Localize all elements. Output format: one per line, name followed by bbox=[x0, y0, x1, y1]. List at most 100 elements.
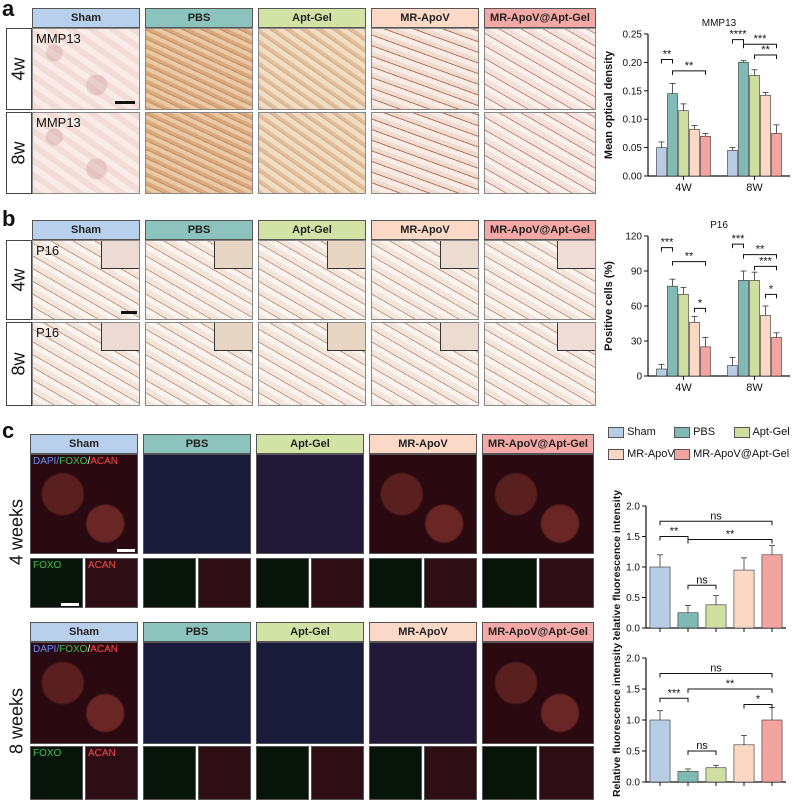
y-axis-label: Positive cells (%) bbox=[603, 261, 615, 351]
header-pbs: PBS bbox=[143, 434, 251, 454]
stain-label: MMP13 bbox=[36, 115, 81, 130]
significance-label: *** bbox=[661, 237, 675, 249]
image-c-mr-apov-4w-merge bbox=[369, 454, 477, 554]
bar bbox=[761, 554, 783, 629]
bar bbox=[733, 744, 755, 783]
image-c-pbs-4w-merge bbox=[143, 454, 251, 554]
scale-bar bbox=[115, 101, 135, 104]
significance-bracket bbox=[743, 704, 773, 709]
significance-bracket bbox=[672, 261, 706, 266]
y-tick-label: 0.0 bbox=[626, 778, 640, 789]
image-b-sham-4w: P16 bbox=[32, 240, 140, 320]
significance-label: ns bbox=[710, 510, 722, 522]
bar bbox=[667, 285, 678, 377]
header-mr-apov-apt-gel: MR-ApoV@Apt-Gel bbox=[482, 434, 594, 454]
significance-bracket bbox=[694, 307, 706, 313]
y-tick-label: 0.15 bbox=[623, 86, 643, 97]
significance-bracket bbox=[754, 265, 777, 271]
image-a-mr-apov-apt-gel-8w bbox=[484, 112, 596, 194]
x-tick-label: 4W bbox=[675, 382, 692, 394]
y-tick-label: 1.0 bbox=[626, 716, 640, 727]
bar bbox=[761, 719, 783, 783]
bar bbox=[760, 95, 771, 177]
image-c-sham-8w-acan: ACAN bbox=[85, 746, 138, 800]
image-c-mr-apov-4w-foxo bbox=[369, 558, 422, 608]
significance-label: ** bbox=[761, 44, 770, 56]
header-mr-apov-apt-gel: MR-ApoV@Apt-Gel bbox=[484, 220, 596, 240]
x-tick-label: 4W bbox=[675, 182, 692, 194]
image-a-mr-apov-8w bbox=[371, 112, 479, 194]
y-axis-label: Mean optical density bbox=[603, 50, 615, 159]
image-a-pbs-4w bbox=[145, 28, 253, 110]
image-c-apt-gel-4w-acan bbox=[311, 558, 364, 608]
y-tick-label: 0.05 bbox=[623, 143, 643, 154]
image-b-mr-apov-4w bbox=[371, 240, 479, 320]
y-axis-label: Relative fluorescence intensity bbox=[611, 490, 623, 640]
significance-bracket bbox=[659, 520, 773, 526]
image-c-sham-4w-acan: ACAN bbox=[85, 558, 138, 608]
header-sham: Sham bbox=[32, 8, 140, 28]
bar bbox=[677, 771, 699, 783]
bar bbox=[678, 294, 689, 377]
bar bbox=[705, 604, 727, 629]
x-tick-label: 8W bbox=[746, 182, 763, 194]
stain-label: P16 bbox=[36, 243, 60, 258]
header-pbs: PBS bbox=[145, 220, 253, 240]
header-mr-apov: MR-ApoV bbox=[371, 220, 479, 240]
significance-label: **** bbox=[729, 29, 747, 41]
bar bbox=[667, 93, 678, 177]
significance-bracket bbox=[765, 293, 777, 299]
significance-label: * bbox=[756, 694, 761, 706]
y-tick-label: 0.00 bbox=[623, 172, 643, 183]
image-c-sham-8w-merge: DAPI/FOXO/ACAN bbox=[30, 642, 138, 744]
significance-bracket bbox=[661, 247, 673, 252]
image-a-sham-4w: MMP13 bbox=[32, 28, 140, 110]
legend-item-mr-apov: MR-ApoV bbox=[608, 448, 675, 460]
header-mr-apov-apt-gel: MR-ApoV@Apt-Gel bbox=[484, 8, 596, 28]
bar bbox=[760, 315, 771, 377]
significance-label: *** bbox=[759, 255, 773, 267]
bar bbox=[727, 365, 738, 377]
y-tick-label: 0.25 bbox=[623, 30, 643, 41]
significance-label: ** bbox=[670, 526, 679, 538]
row-label-8-weeks: 8 weeks bbox=[4, 642, 30, 800]
panel-c-letter: c bbox=[2, 418, 15, 443]
scale-bar bbox=[117, 549, 135, 552]
significance-label: * bbox=[769, 283, 774, 295]
y-tick-label: 0.5 bbox=[626, 593, 640, 604]
bar bbox=[677, 612, 699, 629]
significance-bracket bbox=[743, 43, 777, 49]
image-b-mr-apov-apt-gel-8w bbox=[484, 322, 596, 406]
y-tick-label: 30 bbox=[631, 337, 643, 348]
image-a-apt-gel-8w bbox=[258, 112, 366, 194]
significance-bracket bbox=[687, 539, 773, 544]
chart-title: P16 bbox=[710, 220, 728, 231]
image-b-sham-8w: P16 bbox=[32, 322, 140, 406]
header-mr-apov: MR-ApoV bbox=[369, 434, 477, 454]
y-tick-label: 2.0 bbox=[626, 654, 640, 665]
significance-bracket bbox=[659, 697, 689, 703]
bar bbox=[738, 62, 749, 177]
image-c-mr-apov-apt-gel-8w-merge bbox=[482, 642, 594, 744]
image-b-pbs-4w bbox=[145, 240, 253, 320]
image-c-apt-gel-8w-acan bbox=[311, 746, 364, 800]
y-tick-label: 0.20 bbox=[623, 58, 643, 69]
merge-label: DAPI/FOXO/ACAN bbox=[33, 456, 119, 467]
header-mr-apov-apt-gel: MR-ApoV@Apt-Gel bbox=[482, 622, 594, 642]
header-apt-gel: Apt-Gel bbox=[258, 8, 366, 28]
y-tick-label: 120 bbox=[625, 232, 642, 243]
image-c-pbs-8w-merge bbox=[143, 642, 251, 744]
y-tick-label: 90 bbox=[631, 267, 643, 278]
legend-item-sham: Sham bbox=[608, 426, 656, 438]
significance-label: *** bbox=[754, 33, 768, 45]
header-pbs: PBS bbox=[145, 8, 253, 28]
significance-label: ** bbox=[756, 244, 765, 256]
image-c-mr-apov-4w-acan bbox=[424, 558, 477, 608]
bar bbox=[705, 767, 727, 783]
y-tick-label: 60 bbox=[631, 302, 643, 313]
significance-label: *** bbox=[668, 687, 682, 699]
image-a-apt-gel-4w bbox=[258, 28, 366, 110]
bar bbox=[771, 133, 782, 177]
stain-label: P16 bbox=[36, 325, 60, 340]
